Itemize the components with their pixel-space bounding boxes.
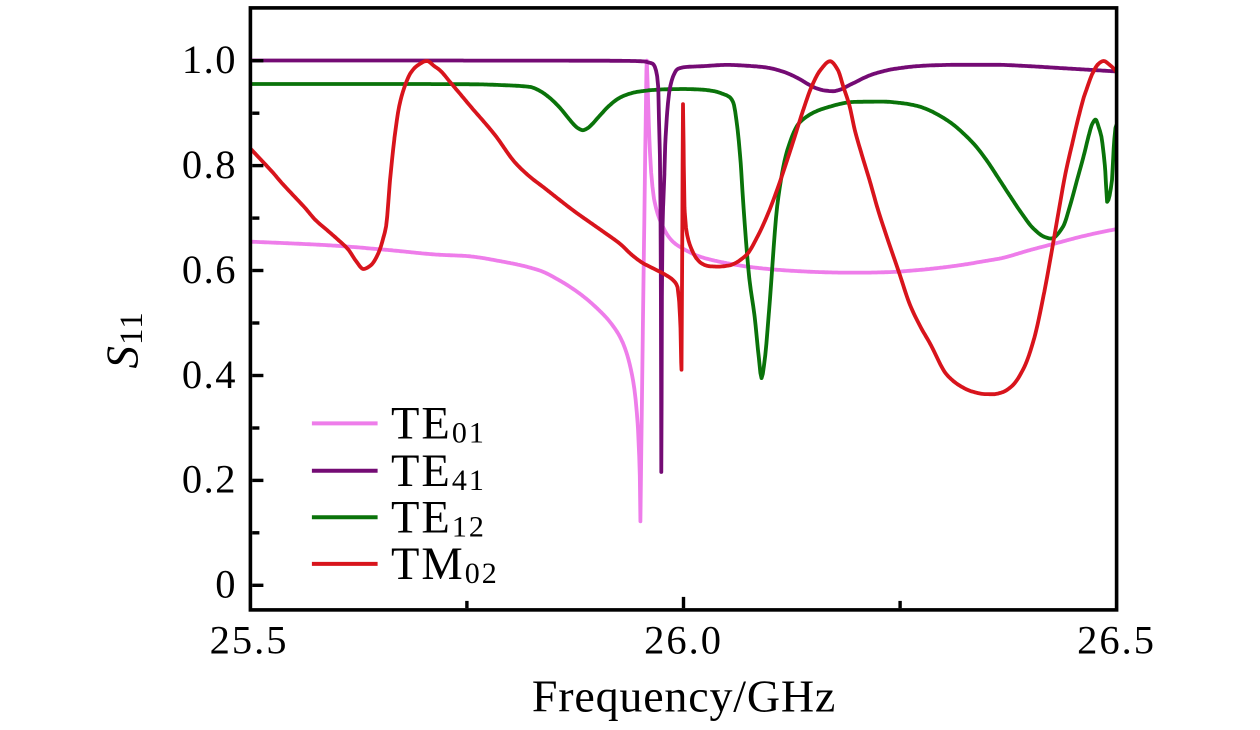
svg-text:Frequency/GHz: Frequency/GHz bbox=[532, 671, 836, 722]
svg-text:S11: S11 bbox=[98, 311, 151, 368]
svg-text:TE12: TE12 bbox=[391, 493, 486, 544]
svg-text:TM02: TM02 bbox=[391, 539, 499, 590]
svg-text:0.6: 0.6 bbox=[182, 247, 237, 292]
svg-text:0.4: 0.4 bbox=[182, 352, 237, 397]
svg-text:25.5: 25.5 bbox=[210, 617, 289, 662]
svg-text:1.0: 1.0 bbox=[182, 37, 237, 82]
svg-text:26.0: 26.0 bbox=[644, 617, 723, 662]
svg-text:26.5: 26.5 bbox=[1077, 617, 1156, 662]
svg-text:0.2: 0.2 bbox=[182, 457, 237, 502]
svg-text:0: 0 bbox=[215, 562, 237, 607]
svg-text:TE41: TE41 bbox=[391, 446, 486, 497]
svg-text:TE01: TE01 bbox=[391, 399, 486, 450]
svg-text:0.8: 0.8 bbox=[182, 142, 237, 187]
